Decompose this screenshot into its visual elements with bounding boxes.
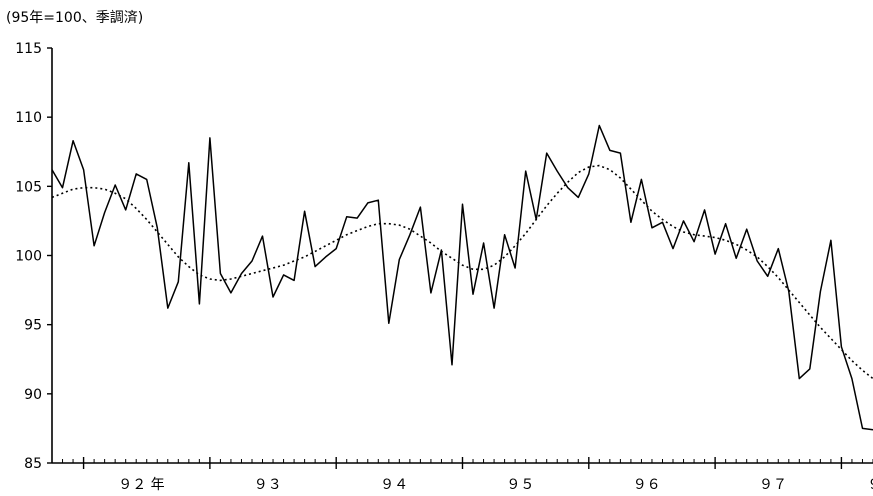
x-axis: ９２ 年 ９３ ９４ ９５ ９６ ９７ ９８ — [51, 457, 873, 493]
x-year-label: ９４ — [380, 477, 408, 493]
data-line-solid — [51, 124, 873, 431]
y-tick-label: 90 — [24, 387, 42, 403]
x-year-label: ９５ — [506, 477, 534, 493]
y-axis: 85 90 95 100 105 110 115 — [15, 41, 53, 472]
x-year-label: ９３ — [254, 477, 282, 493]
trend-line-dotted — [51, 164, 873, 380]
series-group — [51, 124, 873, 431]
y-tick-label: 105 — [15, 179, 42, 195]
x-year-label: ９２ 年 — [118, 477, 164, 493]
unit-note: (95年=100、季調済) — [6, 10, 143, 26]
y-tick-label: 115 — [15, 41, 42, 57]
x-year-label: ９７ — [759, 477, 787, 493]
x-year-label: ９６ — [633, 477, 661, 493]
y-tick-label: 85 — [24, 456, 42, 472]
y-tick-label: 95 — [24, 318, 42, 334]
y-tick-label: 110 — [15, 110, 42, 126]
y-tick-label: 100 — [15, 249, 42, 265]
x-year-label: ９８ — [867, 477, 873, 493]
